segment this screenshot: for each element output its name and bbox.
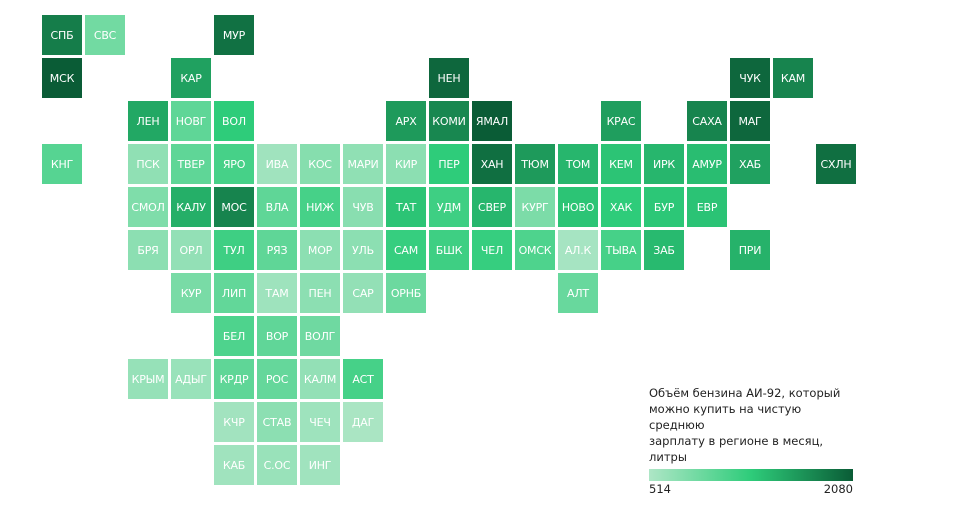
region-tile: ПЕР bbox=[429, 144, 469, 184]
region-tile: ВОЛ bbox=[214, 101, 254, 141]
region-tile: ОРЛ bbox=[171, 230, 211, 270]
region-tile: КАМ bbox=[773, 58, 813, 98]
region-tile: АМУР bbox=[687, 144, 727, 184]
legend-title: Объём бензина АИ-92, который можно купит… bbox=[649, 386, 841, 464]
region-tile: УДМ bbox=[429, 187, 469, 227]
region-tile: НОВГ bbox=[171, 101, 211, 141]
region-tile: АЛ.К bbox=[558, 230, 598, 270]
region-tile: ИВА bbox=[257, 144, 297, 184]
region-tile: ЧУВ bbox=[343, 187, 383, 227]
region-tile: БШК bbox=[429, 230, 469, 270]
region-tile: ЛЕН bbox=[128, 101, 168, 141]
region-tile: НЕН bbox=[429, 58, 469, 98]
region-tile: АРХ bbox=[386, 101, 426, 141]
region-tile: ХАН bbox=[472, 144, 512, 184]
region-tile: ЧУК bbox=[730, 58, 770, 98]
legend-max-label: 2080 bbox=[823, 482, 853, 496]
region-tile: КАР bbox=[171, 58, 211, 98]
region-tile: ТЮМ bbox=[515, 144, 555, 184]
region-tile: КАБ bbox=[214, 445, 254, 485]
region-tile: БРЯ bbox=[128, 230, 168, 270]
region-tile: АЛТ bbox=[558, 273, 598, 313]
region-tile: КУРГ bbox=[515, 187, 555, 227]
region-tile: ПЕН bbox=[300, 273, 340, 313]
region-tile: ЛИП bbox=[214, 273, 254, 313]
region-tile: ЗАБ bbox=[644, 230, 684, 270]
region-tile: ТЫВА bbox=[601, 230, 641, 270]
region-tile: СХЛН bbox=[816, 144, 856, 184]
region-tile: КЕМ bbox=[601, 144, 641, 184]
region-tile: ИНГ bbox=[300, 445, 340, 485]
region-tile: БЕЛ bbox=[214, 316, 254, 356]
region-tile: КИР bbox=[386, 144, 426, 184]
region-tile: КАЛУ bbox=[171, 187, 211, 227]
region-tile: ОМСК bbox=[515, 230, 555, 270]
region-tile: МОС bbox=[214, 187, 254, 227]
region-tile: КОМИ bbox=[429, 101, 469, 141]
region-tile: ТАМ bbox=[257, 273, 297, 313]
region-tile: ВЛА bbox=[257, 187, 297, 227]
legend-scale: 514 2080 bbox=[649, 482, 853, 496]
region-tile: КЧР bbox=[214, 402, 254, 442]
region-tile: СПБ bbox=[42, 15, 82, 55]
region-tile: ЧЕЛ bbox=[472, 230, 512, 270]
region-tile: ЕВР bbox=[687, 187, 727, 227]
region-tile: МСК bbox=[42, 58, 82, 98]
region-tile: БУР bbox=[644, 187, 684, 227]
region-tile: МАРИ bbox=[343, 144, 383, 184]
region-tile: ЯМАЛ bbox=[472, 101, 512, 141]
region-tile: СВС bbox=[85, 15, 125, 55]
region-tile: СМОЛ bbox=[128, 187, 168, 227]
region-tile: ПСК bbox=[128, 144, 168, 184]
legend: Объём бензина АИ-92, который можно купит… bbox=[649, 385, 859, 496]
region-tile: С.ОС bbox=[257, 445, 297, 485]
region-tile: МУР bbox=[214, 15, 254, 55]
region-tile: СВЕР bbox=[472, 187, 512, 227]
region-tile: РОС bbox=[257, 359, 297, 399]
region-tile: КНГ bbox=[42, 144, 82, 184]
region-tile: САХА bbox=[687, 101, 727, 141]
legend-color-bar bbox=[649, 469, 853, 481]
region-tile: КУР bbox=[171, 273, 211, 313]
region-tile: КРАС bbox=[601, 101, 641, 141]
region-tile: ТВЕР bbox=[171, 144, 211, 184]
region-tile: СТАВ bbox=[257, 402, 297, 442]
region-tile: ЯРО bbox=[214, 144, 254, 184]
region-tile: САР bbox=[343, 273, 383, 313]
region-tile: САМ bbox=[386, 230, 426, 270]
region-tile: КРЫМ bbox=[128, 359, 168, 399]
region-tile: ТАТ bbox=[386, 187, 426, 227]
region-tile: ЧЕЧ bbox=[300, 402, 340, 442]
legend-min-label: 514 bbox=[649, 482, 671, 496]
region-tile: АСТ bbox=[343, 359, 383, 399]
region-tile: КРДР bbox=[214, 359, 254, 399]
region-tile: ИРК bbox=[644, 144, 684, 184]
region-tile: ХАБ bbox=[730, 144, 770, 184]
region-tile: ПРИ bbox=[730, 230, 770, 270]
region-tile: ОРНБ bbox=[386, 273, 426, 313]
region-tile: ДАГ bbox=[343, 402, 383, 442]
region-tile: ВОР bbox=[257, 316, 297, 356]
region-tile: АДЫГ bbox=[171, 359, 211, 399]
region-tile: МАГ bbox=[730, 101, 770, 141]
region-tile: КОС bbox=[300, 144, 340, 184]
region-tile: КАЛМ bbox=[300, 359, 340, 399]
region-tile: НИЖ bbox=[300, 187, 340, 227]
region-tile: ТУЛ bbox=[214, 230, 254, 270]
region-tile: РЯЗ bbox=[257, 230, 297, 270]
region-tile: МОР bbox=[300, 230, 340, 270]
region-tile: НОВО bbox=[558, 187, 598, 227]
region-tile: ХАК bbox=[601, 187, 641, 227]
region-tile: ТОМ bbox=[558, 144, 598, 184]
region-tile: УЛЬ bbox=[343, 230, 383, 270]
region-tile: ВОЛГ bbox=[300, 316, 340, 356]
